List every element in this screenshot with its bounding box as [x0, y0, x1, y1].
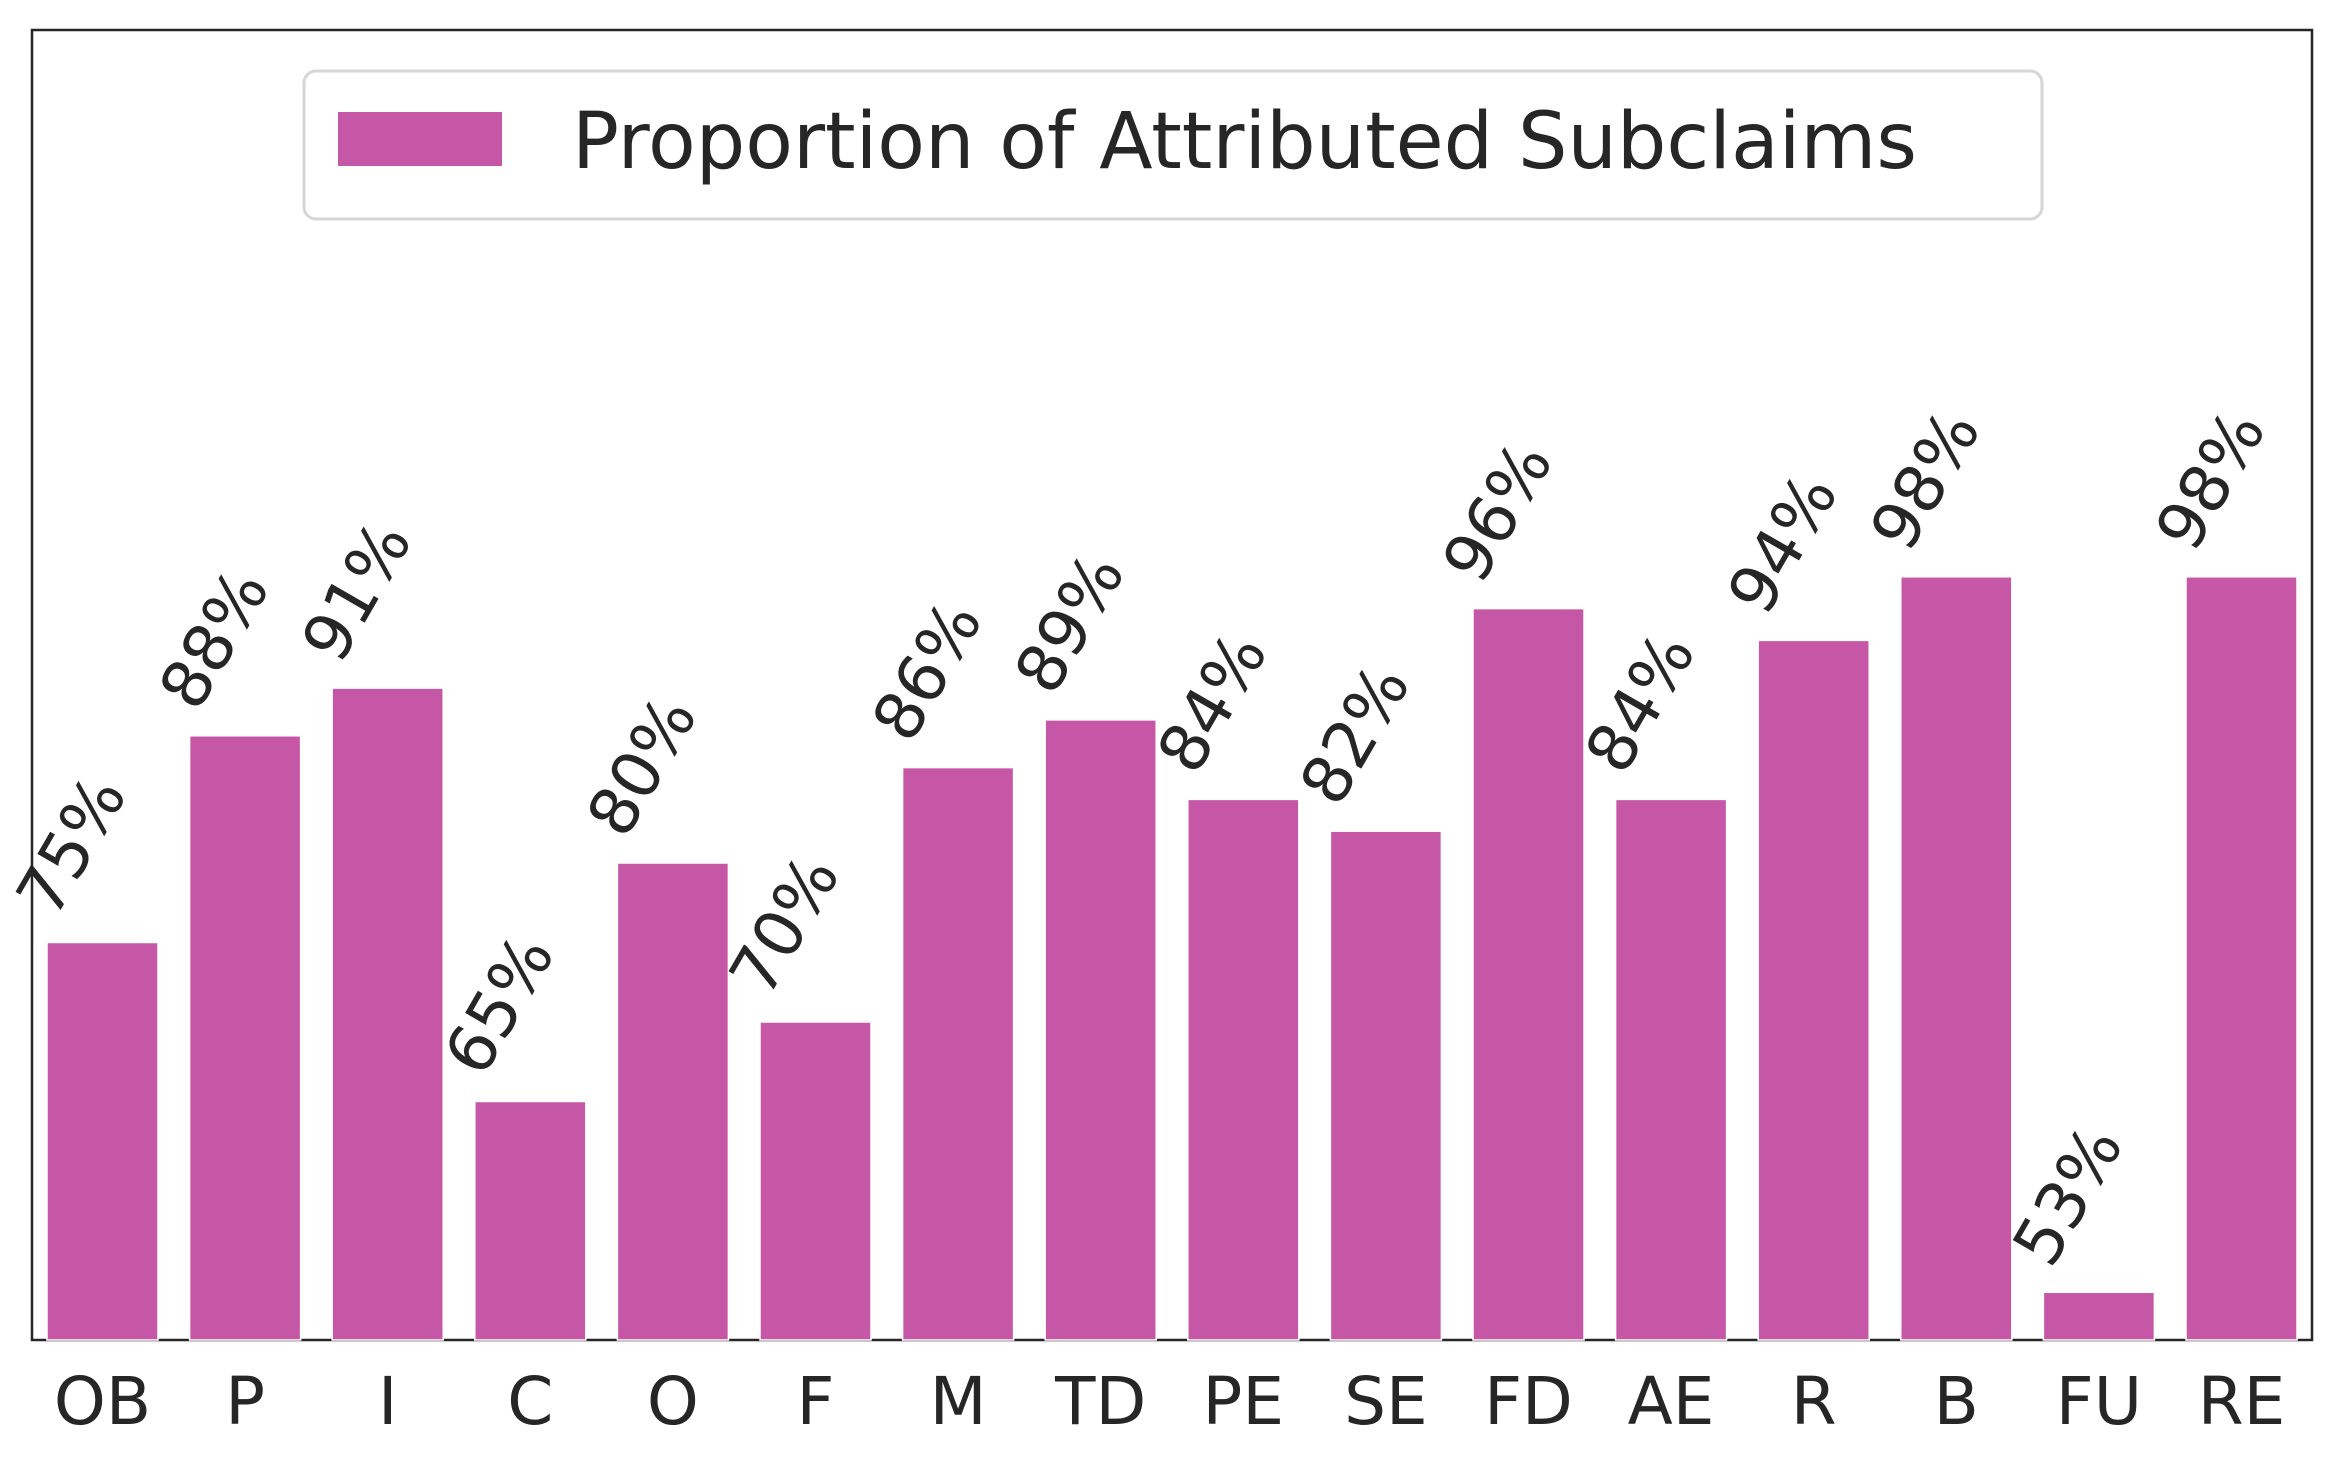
x-tick-ob: OB — [54, 1363, 151, 1440]
x-tick-r: R — [1791, 1363, 1837, 1440]
x-tick-labels: OB P I C O F M TD PE SE FD AE R B FU RE — [54, 1363, 2285, 1440]
bar-fu — [2042, 1291, 2156, 1341]
legend-label: Proportion of Attributed Subclaims — [572, 97, 1917, 187]
bar-p — [188, 735, 302, 1341]
bar-ob — [46, 941, 159, 1341]
legend-box — [302, 69, 2044, 221]
bar-re — [2185, 576, 2298, 1341]
x-tick-o: O — [647, 1363, 699, 1440]
bar-f — [759, 1021, 872, 1341]
x-tick-se: SE — [1344, 1363, 1428, 1440]
bar-ae — [1614, 798, 1728, 1341]
x-tick-p: P — [225, 1363, 265, 1440]
x-tick-f: F — [797, 1363, 835, 1440]
x-tick-re: RE — [2198, 1363, 2286, 1440]
x-tick-ae: AE — [1628, 1363, 1715, 1440]
legend: Proportion of Attributed Subclaims — [302, 69, 2044, 221]
bar-m — [901, 766, 1015, 1341]
bar-se — [1329, 830, 1443, 1341]
bar-b — [1900, 576, 2013, 1341]
x-tick-pe: PE — [1203, 1363, 1285, 1440]
bar-pe — [1187, 798, 1300, 1341]
legend-swatch — [338, 112, 502, 166]
bar-o — [616, 862, 730, 1341]
x-tick-c: C — [507, 1363, 553, 1440]
bar-td — [1044, 719, 1157, 1341]
x-tick-td: TD — [1054, 1363, 1146, 1440]
x-tick-i: I — [378, 1363, 397, 1440]
bars-group — [46, 576, 2298, 1341]
bar-c — [474, 1100, 587, 1341]
x-tick-b: B — [1934, 1363, 1979, 1440]
bar-fd — [1472, 607, 1585, 1341]
bar-i — [331, 687, 444, 1341]
x-tick-m: M — [930, 1363, 987, 1440]
bar-r — [1757, 639, 1870, 1341]
x-tick-fu: FU — [2056, 1363, 2142, 1440]
x-tick-fd: FD — [1484, 1363, 1573, 1440]
